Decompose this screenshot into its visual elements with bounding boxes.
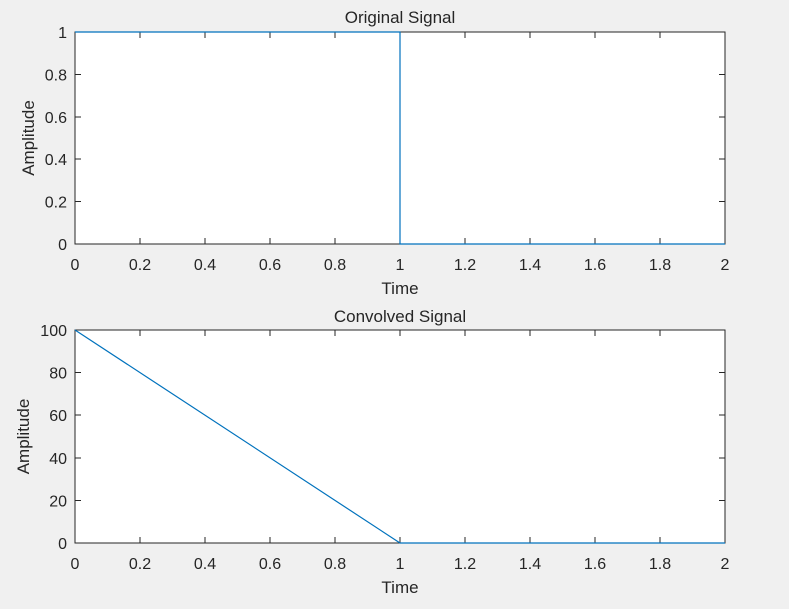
original-signal-x-tick-label: 1.2: [454, 257, 476, 274]
convolved-signal-series-line: [74, 329, 725, 544]
convolved-signal-x-axis-label: Time: [381, 578, 418, 597]
original-signal-x-tick-label: 0: [71, 257, 80, 274]
original-signal-x-tick-label: 1: [396, 257, 405, 274]
convolved-signal-title: Convolved Signal: [334, 307, 466, 326]
convolved-signal-y-tick-label: 20: [49, 493, 67, 510]
original-signal-y-tick-label: 0.4: [45, 152, 67, 169]
original-signal-x-tick-label: 1.4: [519, 257, 541, 274]
original-signal-x-tick-label: 1.6: [584, 257, 606, 274]
convolved-signal-plot-area: [74, 329, 726, 544]
convolved-signal-y-tick-label: 80: [49, 366, 67, 383]
convolved-signal-y-axis-label: Amplitude: [14, 399, 33, 475]
convolved-signal-x-tick-label: 0.2: [129, 556, 151, 573]
convolved-signal-y-tick-label: 40: [49, 451, 67, 468]
convolved-signal-y-tick-label: 0: [58, 536, 67, 553]
original-signal-series-line: [75, 31, 725, 245]
convolved-signal-x-tick-label: 0.4: [194, 556, 216, 573]
original-signal-axes: 0 0.2 0.4 0.6 0.8 1 1.2 1.4 1.6 1.8 2 0 0.2 0.4 0.6 0.8…: [19, 8, 730, 298]
original-signal-x-tick-label: 0.8: [324, 257, 346, 274]
convolved-signal-x-tick-label: 1.8: [649, 556, 671, 573]
original-signal-x-tick-label: 0.6: [259, 257, 281, 274]
convolved-signal-x-tick-label: 1.6: [584, 556, 606, 573]
convolved-signal-y-tick-label: 60: [49, 408, 67, 425]
original-signal-y-tick-label: 1: [58, 25, 67, 42]
convolved-signal-x-tick-label: 1.4: [519, 556, 541, 573]
original-signal-y-axis-label: Amplitude: [19, 100, 38, 176]
convolved-signal-x-tick-label: 0.8: [324, 556, 346, 573]
original-signal-y-tick-label: 0.2: [45, 195, 67, 212]
convolved-signal-y-tick-label: 100: [40, 323, 67, 340]
original-signal-x-tick-label: 1.8: [649, 257, 671, 274]
original-signal-x-tick-label: 0.4: [194, 257, 216, 274]
original-signal-y-tick-label: 0.8: [45, 67, 67, 84]
original-signal-y-tick-label: 0.6: [45, 110, 67, 127]
convolved-signal-x-tick-label: 0.6: [259, 556, 281, 573]
convolved-signal-x-tick-label: 0: [71, 556, 80, 573]
convolved-signal-x-tick-label: 1: [396, 556, 405, 573]
convolved-signal-x-tick-label: 1.2: [454, 556, 476, 573]
convolved-signal-axes: 0 0.2 0.4 0.6 0.8 1 1.2 1.4 1.6 1.8 2020406080100C…: [14, 307, 730, 597]
original-signal-x-tick-label: 0.2: [129, 257, 151, 274]
convolved-signal-x-tick-label: 2: [721, 556, 730, 573]
original-signal-x-tick-label: 2: [721, 257, 730, 274]
original-signal-title: Original Signal: [345, 8, 456, 27]
original-signal-x-axis-label: Time: [381, 279, 418, 298]
original-signal-y-tick-label: 0: [58, 237, 67, 254]
